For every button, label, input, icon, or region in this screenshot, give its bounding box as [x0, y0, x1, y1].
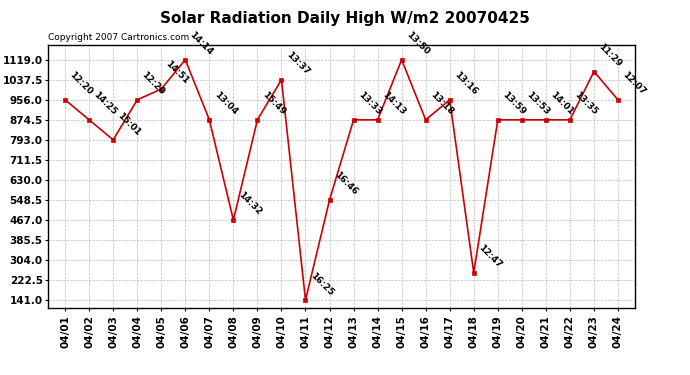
- Text: 15:49: 15:49: [260, 90, 287, 117]
- Text: 12:20: 12:20: [140, 70, 166, 97]
- Text: 13:33: 13:33: [356, 90, 383, 117]
- Text: 14:25: 14:25: [92, 90, 119, 117]
- Text: 13:04: 13:04: [212, 90, 239, 117]
- Text: Copyright 2007 Cartronics.com: Copyright 2007 Cartronics.com: [48, 33, 190, 42]
- Text: 13:16: 13:16: [453, 70, 479, 97]
- Text: 13:18: 13:18: [428, 90, 455, 117]
- Text: Solar Radiation Daily High W/m2 20070425: Solar Radiation Daily High W/m2 20070425: [160, 11, 530, 26]
- Text: 16:25: 16:25: [308, 271, 335, 297]
- Text: 16:46: 16:46: [333, 171, 359, 197]
- Text: 14:01: 14:01: [549, 90, 575, 117]
- Text: 12:47: 12:47: [477, 243, 503, 270]
- Text: 13:37: 13:37: [284, 50, 311, 77]
- Text: 13:50: 13:50: [404, 30, 431, 57]
- Text: 14:13: 14:13: [380, 90, 407, 117]
- Text: 13:59: 13:59: [500, 90, 527, 117]
- Text: 13:35: 13:35: [573, 90, 600, 117]
- Text: 15:01: 15:01: [116, 111, 143, 137]
- Text: 11:29: 11:29: [597, 42, 623, 69]
- Text: 14:14: 14:14: [188, 30, 215, 57]
- Text: 14:32: 14:32: [236, 190, 263, 217]
- Text: 14:51: 14:51: [164, 60, 190, 86]
- Text: 12:07: 12:07: [621, 70, 647, 97]
- Text: 12:20: 12:20: [68, 70, 95, 97]
- Text: 13:53: 13:53: [524, 90, 551, 117]
